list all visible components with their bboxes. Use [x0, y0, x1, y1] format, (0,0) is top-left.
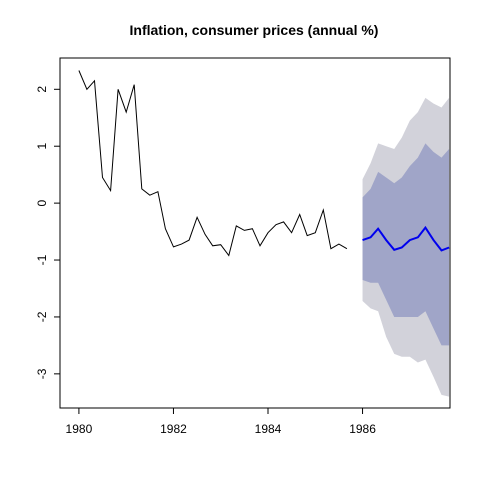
- y-tick-label: -2: [35, 311, 49, 322]
- forecast-bands: [362, 97, 450, 397]
- series-lines: [78, 70, 450, 257]
- x-tick-label: 1980: [66, 422, 93, 436]
- y-tick-label: -1: [35, 254, 49, 265]
- y-axis: -3 -2 -1 0 1 2: [35, 86, 61, 379]
- x-tick-label: 1986: [349, 422, 376, 436]
- y-tick-label: 0: [35, 199, 49, 206]
- y-tick-label: 1: [35, 143, 49, 150]
- forecast-mean-line: [362, 225, 450, 252]
- x-tick-label: 1984: [255, 422, 282, 436]
- y-tick-label: -3: [35, 368, 49, 379]
- history-line: [78, 70, 348, 257]
- y-tick-label: 2: [35, 86, 49, 93]
- chart-title: Inflation, consumer prices (annual %): [130, 22, 379, 38]
- x-axis: 1980 1982 1984 1986: [66, 407, 376, 436]
- x-tick-label: 1982: [160, 422, 187, 436]
